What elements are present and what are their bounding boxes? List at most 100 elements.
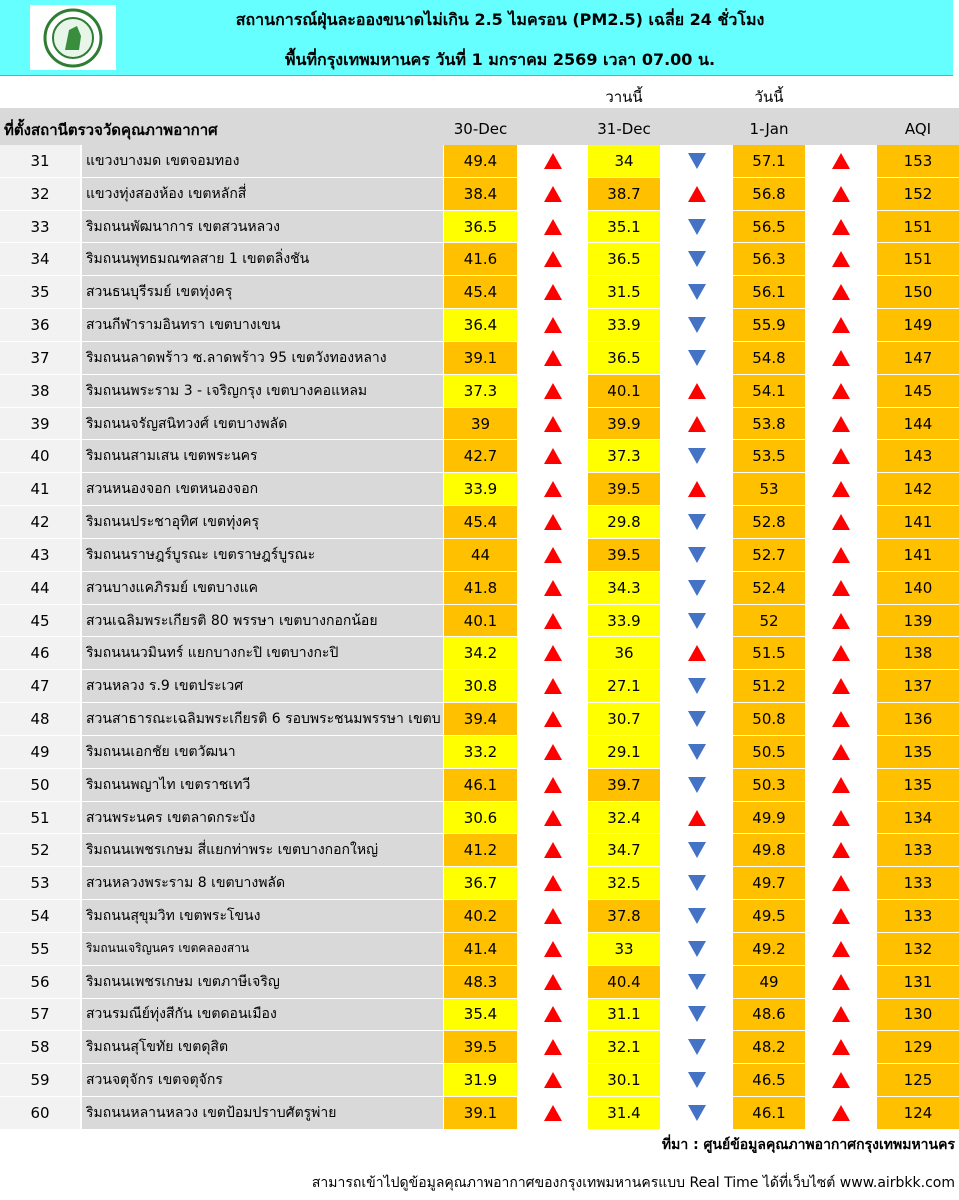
arrow-shape xyxy=(687,185,706,202)
trend-arrow xyxy=(687,382,706,399)
pm25-value: 56.5 xyxy=(733,210,805,244)
station-name: ริมถนนเอกชัย เขตวัฒนา xyxy=(82,735,443,769)
station-name: สวนจตุจักร เขตจตุจักร xyxy=(82,1064,443,1098)
trend-cell xyxy=(660,735,733,769)
station-name: สวนธนบุรีรมย์ เขตทุ่งครุ xyxy=(82,276,443,310)
station-name: ริมถนนสุขุมวิท เขตพระโขนง xyxy=(82,900,443,933)
arrow-shape xyxy=(832,415,850,432)
arrow-shape xyxy=(832,1006,850,1023)
arrow-shape xyxy=(687,514,706,531)
trend-cell xyxy=(805,243,877,277)
pm25-value: 52.4 xyxy=(733,571,805,605)
aqi-value: 139 xyxy=(877,604,959,638)
pm25-value: 51.2 xyxy=(733,670,805,704)
trend-arrow xyxy=(687,842,706,859)
arrow-shape xyxy=(687,481,706,498)
pm25-value: 56.8 xyxy=(733,177,805,211)
trend-cell xyxy=(517,440,588,474)
row-number: 46 xyxy=(0,637,80,671)
aqi-value: 142 xyxy=(877,473,959,507)
trend-cell xyxy=(517,341,588,375)
trend-cell xyxy=(517,637,588,671)
pm25-value: 41.6 xyxy=(444,243,517,277)
pm25-value: 36 xyxy=(588,637,660,671)
arrow-shape xyxy=(832,842,850,859)
trend-arrow xyxy=(687,218,706,235)
trend-cell xyxy=(517,538,588,572)
aqi-value: 147 xyxy=(877,341,959,375)
row-number: 53 xyxy=(0,867,80,901)
arrow-shape xyxy=(832,907,850,924)
arrow-shape xyxy=(543,1072,562,1089)
trend-arrow xyxy=(687,1072,706,1089)
logo-emblem xyxy=(43,8,103,67)
arrow-shape xyxy=(543,809,562,826)
trend-cell xyxy=(517,473,588,507)
aqi-value: 131 xyxy=(877,965,959,999)
column-header: ที่ตั้งสถานีตรวจวัดคุณภาพอากาศ xyxy=(4,121,218,139)
trend-cell xyxy=(517,801,588,835)
pm25-value: 49.7 xyxy=(733,867,805,901)
trend-cell xyxy=(805,1064,877,1098)
row-number: 43 xyxy=(0,538,80,572)
arrow-shape xyxy=(543,645,562,662)
trend-arrow xyxy=(687,907,706,924)
row-number: 33 xyxy=(0,210,80,244)
trend-arrow xyxy=(687,415,706,432)
trend-cell xyxy=(805,768,877,802)
pm25-value: 41.8 xyxy=(444,571,517,605)
row-number: 34 xyxy=(0,243,80,277)
pm25-value: 54.1 xyxy=(733,374,805,408)
trend-cell xyxy=(517,145,588,178)
trend-arrow xyxy=(543,415,562,432)
row-number: 58 xyxy=(0,1031,80,1065)
station-name: สวนพระนคร เขตลาดกระบัง xyxy=(82,801,443,835)
trend-arrow xyxy=(832,711,850,728)
pm25-value: 38.7 xyxy=(588,177,660,211)
pm25-value: 35.1 xyxy=(588,210,660,244)
trend-arrow xyxy=(543,1039,562,1056)
trend-arrow xyxy=(543,776,562,793)
trend-cell xyxy=(805,571,877,605)
trend-cell xyxy=(660,407,733,441)
trend-cell xyxy=(660,1097,733,1130)
trend-arrow xyxy=(832,645,850,662)
trend-cell xyxy=(805,506,877,539)
column-header-band xyxy=(0,108,959,145)
row-number: 56 xyxy=(0,965,80,999)
aqi-value: 153 xyxy=(877,145,959,178)
arrow-shape xyxy=(543,481,562,498)
arrow-shape xyxy=(832,711,850,728)
trend-arrow xyxy=(832,317,850,334)
arrow-shape xyxy=(543,940,562,957)
pm25-value: 41.2 xyxy=(444,834,517,868)
pm25-value: 52.7 xyxy=(733,538,805,572)
trend-arrow xyxy=(543,218,562,235)
pm25-value: 37.3 xyxy=(444,374,517,408)
row-number: 47 xyxy=(0,670,80,704)
pm25-value: 46.5 xyxy=(733,1064,805,1098)
pm25-value: 39 xyxy=(444,407,517,441)
arrow-shape xyxy=(543,185,562,202)
trend-cell xyxy=(517,374,588,408)
pm25-value: 39.1 xyxy=(444,341,517,375)
arrow-shape xyxy=(687,645,706,662)
arrow-shape xyxy=(543,711,562,728)
pm25-value: 33.2 xyxy=(444,735,517,769)
pm25-value: 39.1 xyxy=(444,1097,517,1130)
trend-arrow xyxy=(687,743,706,760)
trend-cell xyxy=(805,210,877,244)
arrow-shape xyxy=(687,940,706,957)
trend-arrow xyxy=(687,940,706,957)
trend-arrow xyxy=(543,645,562,662)
pm25-value: 53.8 xyxy=(733,407,805,441)
source-note: ที่มา : ศูนย์ข้อมูลคุณภาพอากาศกรุงเทพมหา… xyxy=(661,1137,955,1153)
trend-arrow xyxy=(687,546,706,563)
trend-arrow xyxy=(687,645,706,662)
arrow-shape xyxy=(832,1039,850,1056)
trend-cell xyxy=(660,473,733,507)
column-header: AQI xyxy=(904,120,932,138)
pm25-value: 32.4 xyxy=(588,801,660,835)
trend-arrow xyxy=(832,875,850,892)
arrow-shape xyxy=(687,284,706,301)
